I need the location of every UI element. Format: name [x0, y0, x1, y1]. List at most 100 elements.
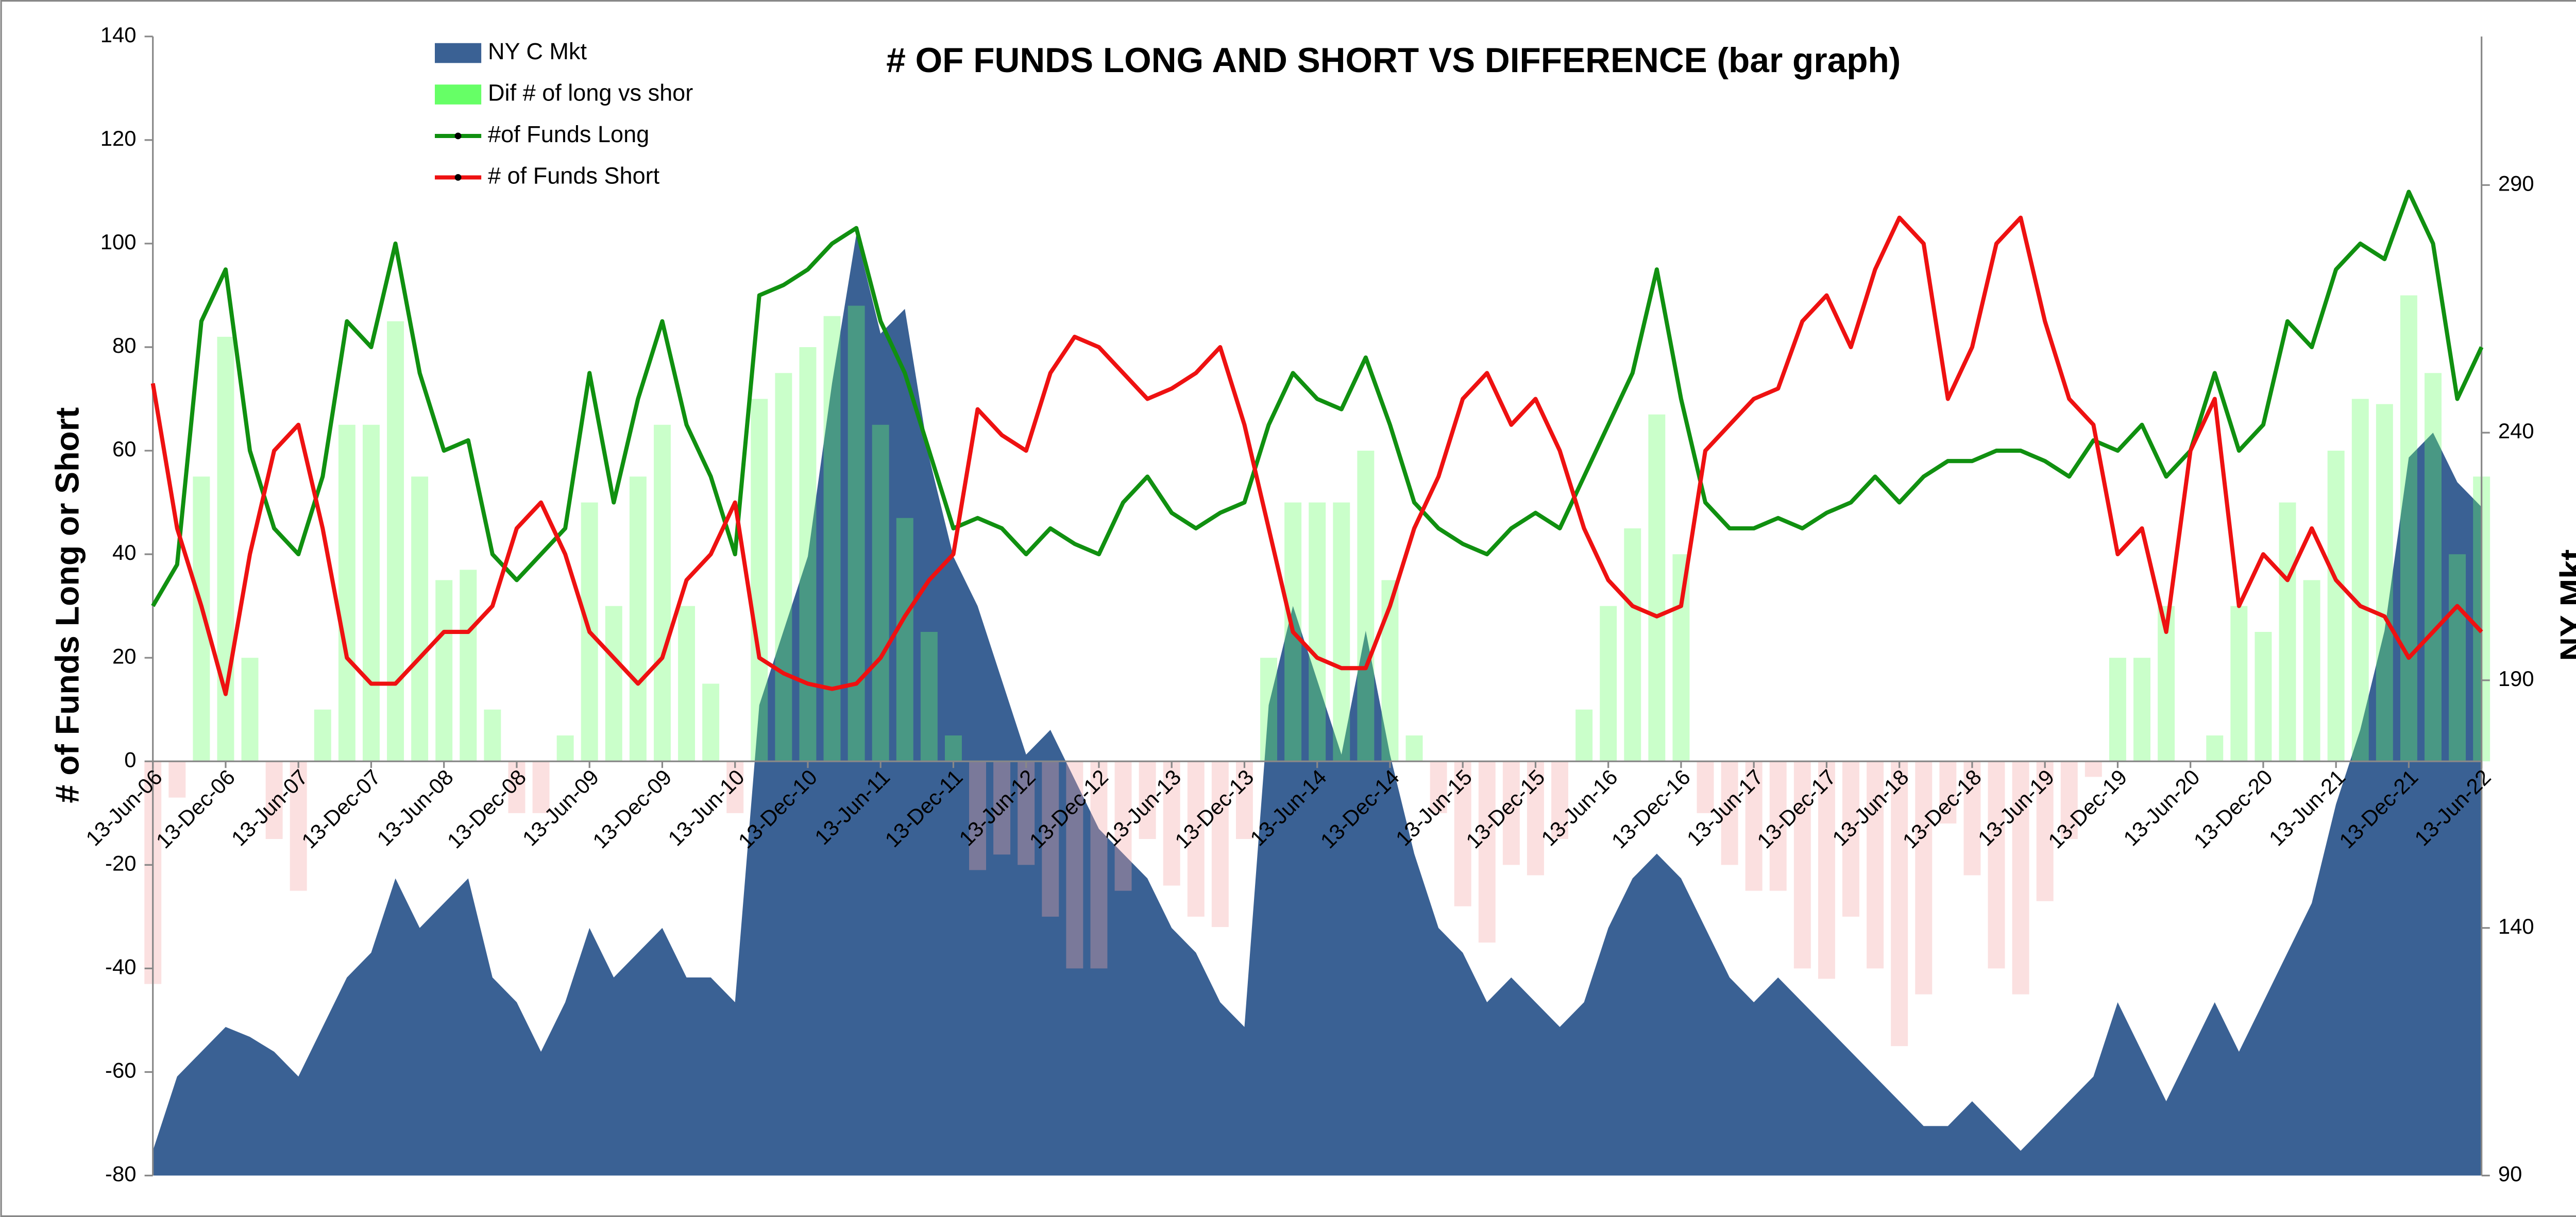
difference-bar	[2327, 451, 2345, 762]
difference-bar	[2230, 606, 2248, 762]
legend-layer: NY C Mkt Dif # of long vs shor #of Funds L…	[435, 38, 693, 188]
difference-bar	[338, 424, 355, 762]
difference-bar	[1793, 761, 1811, 969]
difference-bar	[460, 570, 477, 762]
difference-bar	[1066, 761, 1083, 969]
y-tick-label: -80	[105, 1162, 136, 1186]
difference-bar	[1405, 735, 1423, 762]
legend-label: Dif # of long vs shor	[488, 79, 693, 106]
difference-bar	[2036, 761, 2054, 901]
legend-label: # of Funds Short	[488, 162, 660, 188]
difference-bar	[896, 518, 913, 762]
difference-bar	[2279, 502, 2296, 762]
difference-bar	[1090, 761, 1108, 969]
difference-bar	[1527, 761, 1544, 876]
difference-bar	[168, 761, 186, 798]
difference-bar	[1769, 761, 1787, 891]
bar-layer	[144, 295, 2490, 1047]
legend-label: NY C Mkt	[488, 38, 587, 64]
y2-axis-title: NY Mkt	[2553, 550, 2576, 661]
difference-bar	[775, 373, 792, 762]
difference-bar	[751, 399, 768, 762]
legend-swatch	[435, 43, 482, 63]
difference-bar	[1333, 502, 1350, 762]
y-tick-label: 60	[112, 437, 137, 461]
difference-bar	[2376, 404, 2393, 762]
difference-bar	[1600, 606, 1617, 762]
difference-bar	[2449, 554, 2466, 762]
difference-bar	[1018, 761, 1035, 865]
difference-bar	[1309, 502, 1326, 762]
difference-bar	[1672, 554, 1690, 762]
difference-bar	[2133, 658, 2150, 762]
difference-bar	[2206, 735, 2224, 762]
difference-bar	[1745, 761, 1762, 891]
difference-bar	[556, 735, 574, 762]
difference-bar	[1139, 761, 1156, 839]
legend-marker	[454, 132, 462, 140]
difference-bar	[848, 305, 865, 762]
difference-bar	[823, 316, 841, 762]
difference-bar	[1430, 761, 1447, 813]
difference-bar	[1454, 761, 1471, 906]
difference-bar	[993, 761, 1011, 855]
line-layer	[150, 190, 2484, 696]
y-tick-label: 0	[124, 747, 136, 772]
difference-bar	[1260, 658, 1278, 762]
difference-bar	[1842, 761, 1859, 917]
difference-bar	[1187, 761, 1205, 917]
difference-bar	[605, 606, 622, 762]
difference-bar	[1357, 451, 1375, 762]
y2-tick-label: 140	[2498, 914, 2534, 938]
difference-bar	[193, 476, 210, 762]
y-tick-label: 100	[100, 230, 137, 254]
difference-bar	[1235, 761, 1253, 839]
y-tick-label: 140	[100, 23, 137, 47]
legend-marker	[454, 174, 462, 181]
chart-title: # OF FUNDS LONG AND SHORT VS DIFFERENCE …	[886, 41, 1901, 80]
difference-bar	[2400, 295, 2417, 762]
difference-bar	[2351, 399, 2369, 762]
difference-bar	[484, 709, 501, 762]
funds-line	[150, 215, 2483, 696]
difference-bar	[1915, 761, 1933, 995]
legend-label: #of Funds Long	[488, 121, 649, 147]
difference-bar	[2060, 761, 2078, 839]
difference-bar	[1963, 761, 1981, 876]
difference-bar	[508, 761, 526, 813]
difference-bar	[362, 424, 380, 762]
difference-bar	[1502, 761, 1520, 865]
difference-bar	[1988, 761, 2005, 969]
difference-bar	[1551, 761, 1569, 839]
difference-bar	[1721, 761, 1738, 865]
difference-bar	[241, 658, 259, 762]
difference-bar	[944, 735, 962, 762]
difference-bar	[2012, 761, 2029, 995]
difference-bar	[532, 761, 550, 813]
difference-bar	[2084, 761, 2102, 777]
difference-bar	[1697, 761, 1714, 813]
difference-bar	[629, 476, 647, 762]
difference-bar	[435, 580, 453, 762]
y-tick-label: -60	[105, 1058, 136, 1083]
y-tick-label: -20	[105, 851, 136, 875]
difference-bar	[872, 424, 889, 762]
difference-bar	[2109, 658, 2126, 762]
y2-tick-label: 190	[2498, 666, 2534, 691]
difference-bar	[1891, 761, 1908, 1047]
difference-bar	[265, 761, 283, 839]
y-tick-label: 80	[112, 333, 137, 357]
y2-tick-label: 240	[2498, 419, 2534, 443]
difference-bar	[411, 476, 429, 762]
difference-bar	[2303, 580, 2320, 762]
difference-bar	[653, 424, 671, 762]
difference-bar	[1478, 761, 1496, 943]
y-tick-label: -40	[105, 954, 136, 979]
y-axis-title: # of Funds Long or Short	[49, 407, 86, 803]
difference-bar	[1114, 761, 1132, 891]
y2-tick-label: 90	[2498, 1162, 2522, 1186]
price-area	[152, 234, 2482, 1176]
difference-bar	[1163, 761, 1180, 886]
difference-bar	[1575, 709, 1593, 762]
